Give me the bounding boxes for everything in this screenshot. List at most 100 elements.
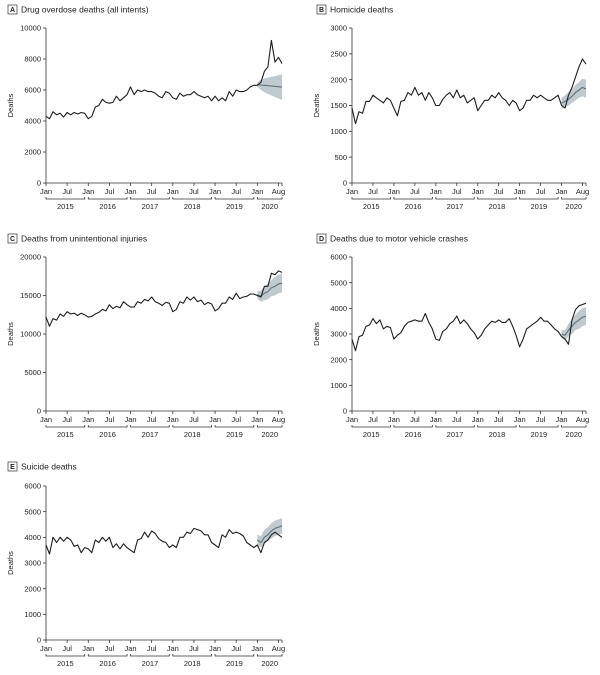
x-tick-label: Jul	[147, 644, 157, 653]
y-tick-label: 500	[334, 153, 347, 162]
y-tick-label: 2000	[24, 584, 41, 593]
observed-deaths-line	[351, 302, 587, 352]
expected-deaths-line	[257, 84, 283, 88]
year-label: 2015	[57, 430, 74, 439]
year-label: 2020	[565, 202, 582, 211]
y-axis-label: Deaths	[6, 93, 15, 117]
expected-deaths-line	[561, 315, 587, 336]
year-bracket	[87, 197, 128, 200]
year-bracket	[214, 654, 255, 657]
y-tick-label: 0	[37, 407, 41, 416]
y-tick-label: 20000	[20, 253, 41, 262]
x-tick-label: Jul	[231, 415, 241, 424]
x-tick-label: Jul	[536, 187, 546, 196]
x-tick-label: Jan	[514, 187, 526, 196]
year-bracket	[214, 425, 255, 428]
year-label: 2020	[261, 202, 278, 211]
panel-a: A Drug overdose deaths (all intents) Death…	[6, 5, 285, 212]
year-label: 2017	[142, 659, 159, 668]
y-tick-label: 2000	[24, 148, 41, 157]
x-tick-label: Jul	[368, 415, 378, 424]
observed-deaths-line	[45, 270, 283, 327]
y-tick-label: 6000	[24, 482, 41, 491]
x-tick-label: Jan	[556, 187, 568, 196]
y-tick-label: 6000	[330, 253, 347, 262]
year-label: 2015	[57, 659, 74, 668]
y-tick-label: 3000	[330, 24, 347, 33]
observed-deaths-line	[45, 39, 283, 120]
y-tick-label: 15000	[20, 291, 41, 300]
panel-e: E Suicide deaths Deaths 0 1000 2000 3000 4000 50…	[6, 462, 285, 669]
x-tick-label: Jan	[346, 187, 358, 196]
x-tick-label: Jul	[189, 415, 199, 424]
x-tick-label: Jan	[82, 644, 94, 653]
x-tick-label: Jan	[556, 415, 568, 424]
y-tick-label: 10000	[20, 24, 41, 33]
panel-title: Deaths from unintentional injuries	[21, 234, 147, 244]
year-bracket	[435, 197, 475, 200]
x-tick-label: Jan	[40, 644, 52, 653]
year-label: 2019	[226, 202, 243, 211]
year-label: 2017	[142, 202, 159, 211]
panel-c: C Deaths from unintentional injuries Death…	[6, 234, 285, 440]
year-label: 2020	[565, 430, 582, 439]
x-tick-label: Jan	[124, 644, 136, 653]
x-tick-label: Jan	[472, 187, 484, 196]
y-tick-label: 0	[343, 407, 347, 416]
y-tick-label: 0	[343, 179, 347, 188]
year-label: 2018	[184, 430, 201, 439]
x-tick-label: Jul	[62, 644, 72, 653]
y-tick-label: 4000	[24, 533, 41, 542]
x-tick-label: Jul	[536, 415, 546, 424]
x-tick-label: Jan	[346, 415, 358, 424]
x-tick-label: Jan	[167, 187, 179, 196]
year-label: 2017	[447, 202, 464, 211]
panel-letter-box	[7, 233, 18, 244]
x-tick-label: Jan	[251, 644, 263, 653]
year-label: 2020	[261, 659, 278, 668]
observed-deaths-line	[45, 527, 283, 555]
year-label: 2018	[489, 202, 506, 211]
year-label: 2016	[99, 659, 116, 668]
y-tick-label: 2000	[330, 355, 347, 364]
year-label: 2016	[99, 202, 116, 211]
x-tick-label: Jul	[231, 644, 241, 653]
year-label: 2017	[447, 430, 464, 439]
y-tick-label: 0	[37, 636, 41, 645]
x-tick-label: Jan	[124, 415, 136, 424]
y-tick-label: 2000	[330, 75, 347, 84]
y-axis-label: Deaths	[6, 551, 15, 575]
x-tick-label: Jul	[147, 187, 157, 196]
y-axis-label: Deaths	[312, 93, 321, 117]
year-label: 2016	[99, 430, 116, 439]
year-label: 2015	[363, 430, 380, 439]
year-bracket	[172, 197, 212, 200]
year-bracket	[256, 654, 283, 657]
panel-letter: A	[10, 7, 15, 14]
x-tick-label: Jul	[368, 187, 378, 196]
x-tick-label: Aug	[576, 415, 589, 424]
x-tick-label: Jan	[388, 187, 400, 196]
y-tick-label: 5000	[24, 507, 41, 516]
x-tick-label: Jan	[472, 415, 484, 424]
x-tick-label: Aug	[272, 415, 285, 424]
x-tick-label: Jul	[105, 187, 115, 196]
year-bracket	[214, 197, 255, 200]
panel-title: Homicide deaths	[330, 5, 393, 15]
y-tick-label: 6000	[24, 86, 41, 95]
year-bracket	[393, 425, 433, 428]
year-bracket	[130, 425, 170, 428]
year-label: 2020	[261, 430, 278, 439]
y-tick-label: 10000	[20, 330, 41, 339]
x-tick-label: Aug	[576, 187, 589, 196]
year-bracket	[351, 425, 391, 428]
year-bracket	[477, 425, 517, 428]
y-axis-label: Deaths	[6, 322, 15, 346]
x-tick-label: Jan	[82, 415, 94, 424]
y-tick-label: 2500	[330, 49, 347, 58]
panel-letter: E	[10, 464, 15, 471]
x-tick-label: Jul	[452, 415, 462, 424]
year-bracket	[519, 425, 559, 428]
panel-letter-box	[7, 4, 18, 15]
